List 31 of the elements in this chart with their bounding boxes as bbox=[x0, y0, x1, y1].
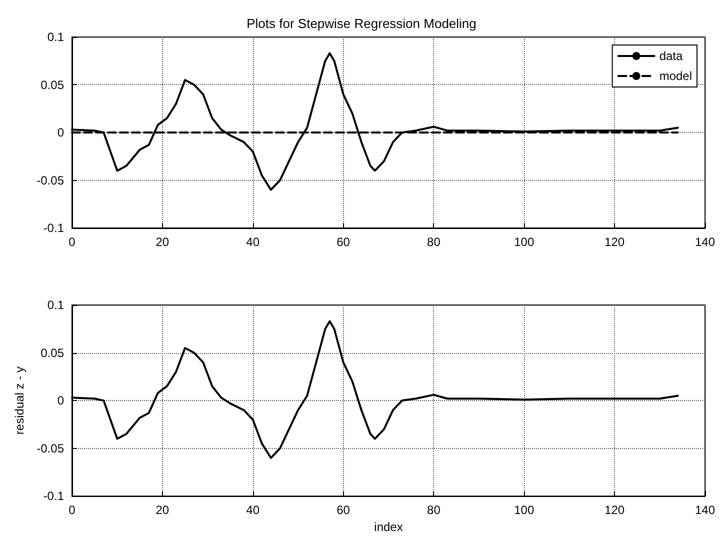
x-tick-label: 140 bbox=[694, 235, 716, 249]
y-tick-label: -0.1 bbox=[43, 489, 64, 504]
x-tick-label: 100 bbox=[514, 235, 534, 249]
y-tick-label: 0.1 bbox=[47, 30, 64, 44]
legend-label: data bbox=[659, 49, 683, 63]
x-tick-label: 20 bbox=[156, 503, 170, 518]
x-tick-label: 60 bbox=[336, 503, 350, 518]
x-tick-label: 60 bbox=[336, 235, 350, 249]
y-tick-label: -0.05 bbox=[36, 173, 64, 188]
x-tick-label: 0 bbox=[68, 235, 76, 249]
y-tick-label: 0.05 bbox=[40, 78, 64, 92]
y-tick-label: 0.05 bbox=[40, 346, 64, 360]
x-tick-label: 0 bbox=[68, 503, 76, 518]
x-tick-label: 80 bbox=[427, 235, 441, 249]
legend-label: model bbox=[659, 69, 692, 83]
y-tick-label: 0.1 bbox=[47, 298, 64, 312]
y-tick-label: 0 bbox=[57, 126, 64, 140]
x-tick-label: 140 bbox=[694, 503, 716, 518]
chart-title: Plots for Stepwise Regression Modeling bbox=[246, 16, 476, 31]
x-tick-label: 80 bbox=[427, 503, 441, 518]
y-tick-label: 0 bbox=[57, 394, 64, 408]
x-axis-title: index bbox=[374, 520, 403, 534]
x-tick-label: 120 bbox=[604, 503, 625, 518]
y-tick-label: -0.1 bbox=[43, 221, 64, 235]
x-tick-label: 40 bbox=[246, 235, 260, 249]
x-tick-label: 120 bbox=[604, 235, 625, 249]
y-axis-title: residual z - y bbox=[12, 366, 27, 435]
x-tick-label: 100 bbox=[514, 503, 534, 518]
y-tick-label: -0.05 bbox=[36, 441, 64, 456]
x-tick-label: 40 bbox=[246, 503, 260, 518]
x-tick-label: 20 bbox=[156, 235, 170, 249]
